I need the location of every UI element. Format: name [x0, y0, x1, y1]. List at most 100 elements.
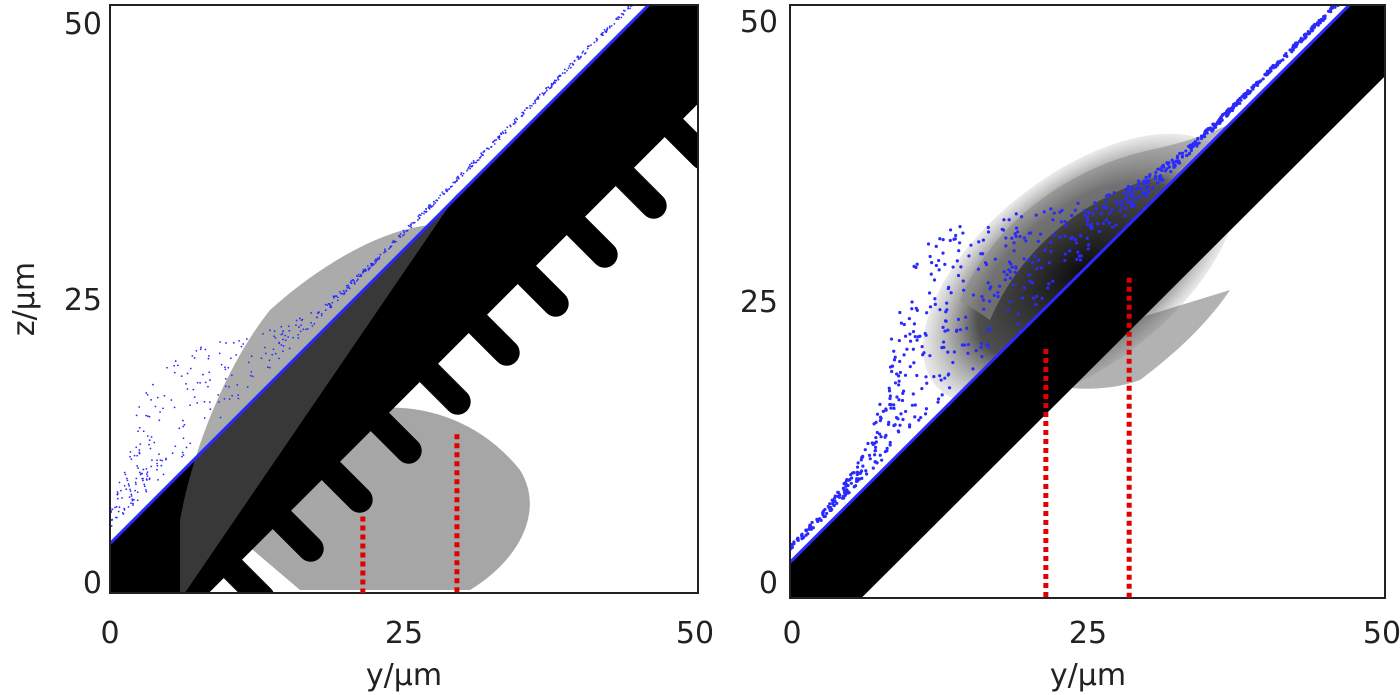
surface-particle	[943, 329, 947, 333]
surface-particle	[811, 526, 815, 530]
surface-particle	[199, 382, 202, 384]
surface-particle	[1019, 215, 1024, 219]
surface-particle	[1049, 240, 1053, 245]
surface-particle	[1013, 270, 1017, 275]
surface-particle	[98, 532, 100, 534]
surface-particle	[982, 307, 986, 311]
surface-particle	[928, 354, 932, 358]
surface-particle	[912, 322, 917, 326]
surface-particle	[941, 251, 945, 255]
surface-particle	[1118, 209, 1122, 213]
surface-particle	[135, 414, 138, 417]
surface-particle	[217, 394, 220, 396]
surface-particle	[136, 454, 139, 457]
surface-particle	[152, 383, 154, 386]
surface-particle	[192, 388, 195, 391]
surface-particle	[310, 312, 313, 314]
surface-particle	[1131, 193, 1135, 197]
surface-particle	[282, 330, 285, 332]
surface-particle	[237, 394, 240, 396]
surface-particle	[901, 417, 905, 422]
surface-particle	[542, 93, 545, 96]
surface-particle	[148, 443, 150, 446]
surface-particle	[138, 449, 141, 451]
surface-particle	[553, 79, 556, 82]
surface-particle	[894, 415, 899, 420]
surface-particle	[514, 121, 517, 124]
surface-particle	[1130, 200, 1134, 205]
surface-particle	[981, 298, 985, 302]
surface-particle	[146, 479, 148, 481]
surface-particle	[1312, 23, 1316, 27]
surface-particle	[148, 439, 151, 442]
left-teeth	[151, 46, 698, 593]
surface-particle	[1079, 234, 1083, 238]
surface-particle	[93, 534, 95, 536]
surface-particle	[438, 197, 440, 199]
surface-particle	[320, 314, 323, 317]
surface-particle	[792, 540, 796, 544]
surface-particle	[844, 482, 848, 486]
surface-particle	[359, 274, 362, 277]
surface-particle	[159, 411, 162, 413]
surface-particle	[409, 223, 412, 226]
surface-particle	[956, 273, 961, 278]
surface-particle	[1047, 261, 1051, 265]
surface-particle	[928, 254, 932, 259]
surface-particle	[1074, 241, 1079, 245]
surface-particle	[121, 497, 123, 499]
surface-particle	[1087, 211, 1091, 215]
surface-particle	[901, 391, 905, 395]
surface-particle	[930, 261, 934, 265]
surface-particle	[879, 435, 883, 439]
surface-particle	[227, 366, 230, 369]
surface-particle	[863, 448, 867, 452]
surface-particle	[94, 539, 96, 541]
surface-particle	[951, 265, 955, 269]
surface-particle	[295, 319, 298, 322]
surface-particle	[962, 288, 966, 292]
surface-particle	[776, 562, 779, 565]
surface-particle	[427, 206, 430, 209]
surface-particle	[346, 286, 349, 289]
surface-particle	[920, 386, 924, 391]
surface-particle	[208, 401, 211, 404]
surface-particle	[118, 481, 121, 484]
surface-particle	[158, 419, 161, 422]
surface-particle	[608, 25, 611, 28]
surface-particle	[1126, 188, 1130, 192]
surface-particle	[781, 555, 784, 558]
surface-particle	[209, 379, 211, 381]
surface-particle	[150, 436, 153, 438]
surface-particle	[102, 529, 104, 531]
left-x-tick-1: 25	[385, 616, 423, 651]
surface-particle	[1259, 79, 1263, 83]
surface-particle	[958, 241, 962, 245]
surface-particle	[124, 473, 127, 476]
surface-particle	[116, 493, 119, 496]
surface-particle	[1007, 260, 1011, 264]
surface-particle	[1027, 231, 1031, 235]
surface-particle	[106, 530, 108, 532]
surface-particle	[149, 447, 152, 450]
surface-particle	[1033, 254, 1037, 258]
surface-particle	[493, 143, 496, 145]
surface-particle	[927, 291, 932, 295]
surface-particle	[956, 317, 961, 321]
surface-particle	[1039, 266, 1044, 270]
surface-particle	[516, 118, 519, 121]
surface-particle	[156, 459, 158, 462]
surface-particle	[887, 386, 891, 390]
surface-particle	[613, 23, 616, 25]
surface-particle	[284, 339, 287, 342]
surface-particle	[897, 398, 901, 402]
surface-particle	[580, 55, 582, 58]
surface-particle	[461, 174, 464, 177]
surface-particle	[1051, 279, 1055, 283]
surface-particle	[1069, 237, 1073, 241]
surface-particle	[933, 302, 937, 306]
surface-particle	[98, 531, 100, 533]
surface-particle	[343, 291, 346, 294]
surface-particle	[135, 446, 138, 449]
surface-particle	[938, 308, 942, 312]
